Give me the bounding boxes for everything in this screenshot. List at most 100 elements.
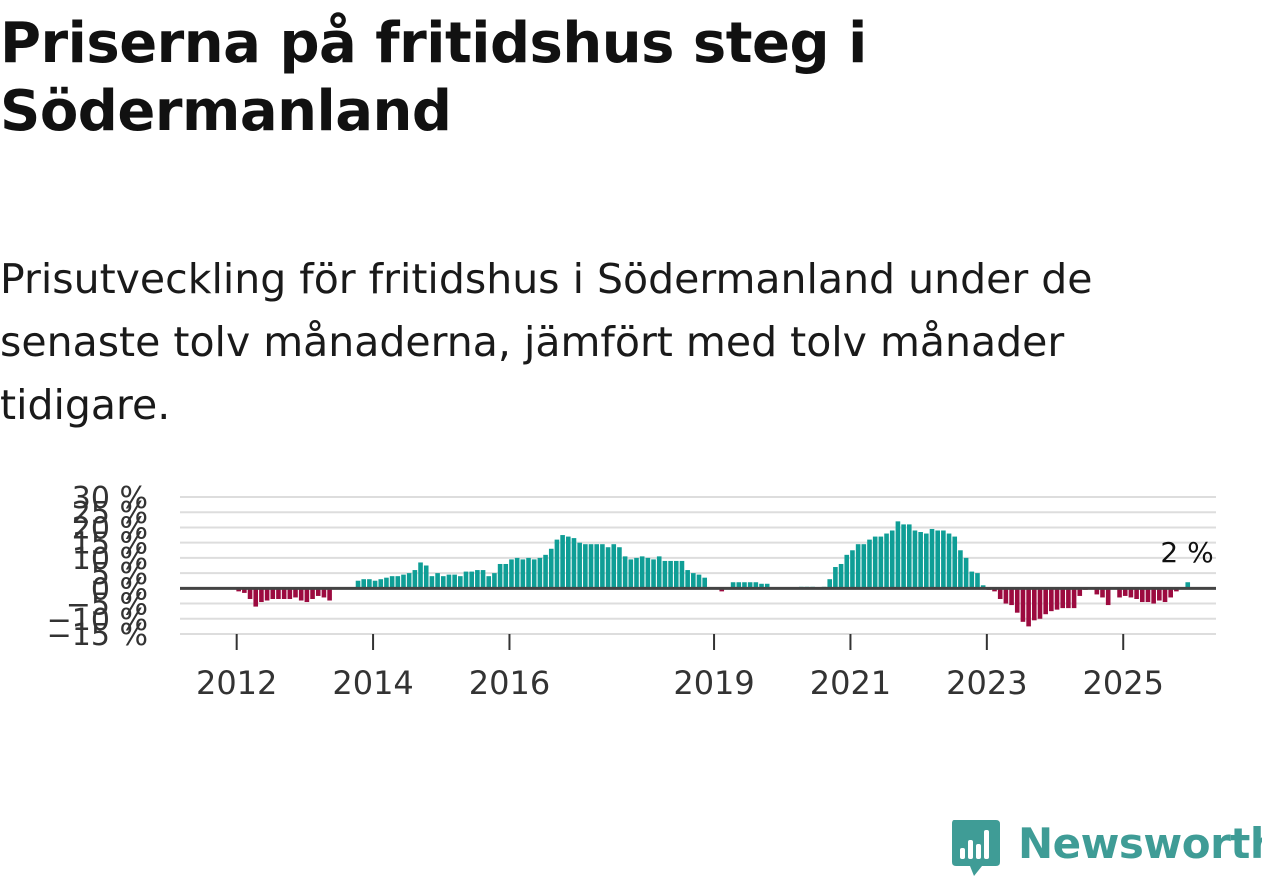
- bars: [236, 521, 1191, 627]
- bar: [446, 574, 452, 589]
- bar: [327, 588, 332, 601]
- bar: [1100, 588, 1105, 598]
- chart-title: Priserna på fritidshus steg i Södermanla…: [0, 11, 867, 144]
- bar: [918, 532, 923, 589]
- y-tick-label: 20 %: [72, 511, 148, 546]
- bar: [571, 538, 577, 589]
- bar: [696, 574, 702, 589]
- bar: [1162, 588, 1168, 603]
- bar: [554, 539, 560, 589]
- y-tick-label: −10 %: [47, 603, 148, 638]
- y-tick-label: 15 %: [72, 527, 148, 562]
- bar: [583, 544, 588, 589]
- y-tick-label: 5 %: [91, 557, 148, 592]
- bar: [980, 585, 986, 589]
- bar: [588, 544, 594, 589]
- bar: [1168, 588, 1173, 598]
- x-tick-label: 2012: [196, 664, 277, 700]
- bar: [361, 579, 367, 589]
- bar: [617, 547, 622, 589]
- bar: [992, 588, 997, 592]
- bar: [1066, 588, 1071, 609]
- bar: [236, 588, 241, 592]
- bar: [543, 554, 548, 589]
- bar: [384, 577, 389, 589]
- bar: [1094, 588, 1100, 595]
- bar: [764, 583, 770, 589]
- bar: [310, 588, 315, 599]
- bar: [463, 571, 469, 589]
- bar: [975, 573, 980, 589]
- bar: [1139, 588, 1145, 603]
- bar: [1060, 588, 1066, 609]
- bar: [247, 588, 253, 599]
- bar: [1134, 588, 1139, 599]
- bar: [901, 524, 906, 589]
- bar: [537, 557, 543, 589]
- newsworthy-bar-chart-icon: [952, 820, 1000, 876]
- bar: [685, 570, 690, 589]
- x-tick-label: 2025: [1083, 664, 1164, 700]
- bar: [861, 544, 867, 589]
- bar: [651, 559, 656, 589]
- bar: [969, 571, 975, 589]
- bar: [440, 576, 446, 589]
- bar: [435, 573, 440, 589]
- x-tick-label: 2021: [810, 664, 891, 700]
- x-tick-label: 2016: [469, 664, 550, 700]
- y-tick-label: 25 %: [72, 496, 148, 531]
- bar: [276, 588, 281, 599]
- bar: [844, 554, 850, 589]
- y-tick-label: 0 %: [91, 572, 148, 607]
- bar: [679, 560, 685, 589]
- newsworthy-logo[interactable]: Newsworthy: [950, 818, 1262, 880]
- bar: [668, 560, 673, 589]
- bar: [855, 544, 861, 589]
- bar: [753, 582, 759, 589]
- bar: [867, 539, 872, 589]
- y-tick-label: 30 %: [72, 481, 148, 516]
- bar: [1054, 588, 1060, 610]
- bar: [429, 576, 435, 589]
- bar: [912, 530, 918, 589]
- bar: [1032, 588, 1037, 621]
- bar: [480, 570, 486, 589]
- bar: [1003, 588, 1009, 604]
- bar: [1117, 588, 1122, 598]
- bar: [1145, 588, 1151, 603]
- x-tick-label: 2019: [673, 664, 754, 700]
- bar: [958, 550, 963, 589]
- bar: [401, 574, 406, 589]
- bar: [1071, 588, 1077, 609]
- bar: [1043, 588, 1048, 615]
- bar: [514, 557, 520, 589]
- bar: [833, 567, 838, 589]
- bar: [418, 562, 423, 589]
- bar: [924, 533, 929, 589]
- bar: [355, 580, 361, 589]
- bar: [639, 556, 645, 589]
- bar: [662, 560, 668, 589]
- bar: [452, 574, 457, 589]
- bar: [406, 573, 412, 589]
- bar-chart: 30 %25 %20 %15 %10 %5 %0 %−5 %−10 %−15 %…: [47, 481, 1216, 700]
- bar: [526, 557, 531, 589]
- bar: [548, 548, 554, 589]
- bar: [423, 565, 429, 589]
- bar: [560, 535, 565, 589]
- bar: [395, 576, 401, 589]
- bar: [1009, 588, 1014, 606]
- bar: [889, 530, 895, 589]
- bar: [827, 579, 833, 589]
- bar: [566, 536, 571, 589]
- bar: [884, 533, 889, 589]
- bar: [1077, 588, 1083, 596]
- bar: [287, 588, 293, 599]
- bar: [259, 588, 264, 603]
- bar: [702, 577, 707, 589]
- bar: [378, 579, 384, 589]
- bar: [656, 556, 662, 589]
- bar: [611, 544, 617, 589]
- bar: [1014, 588, 1020, 613]
- bar: [1122, 588, 1128, 596]
